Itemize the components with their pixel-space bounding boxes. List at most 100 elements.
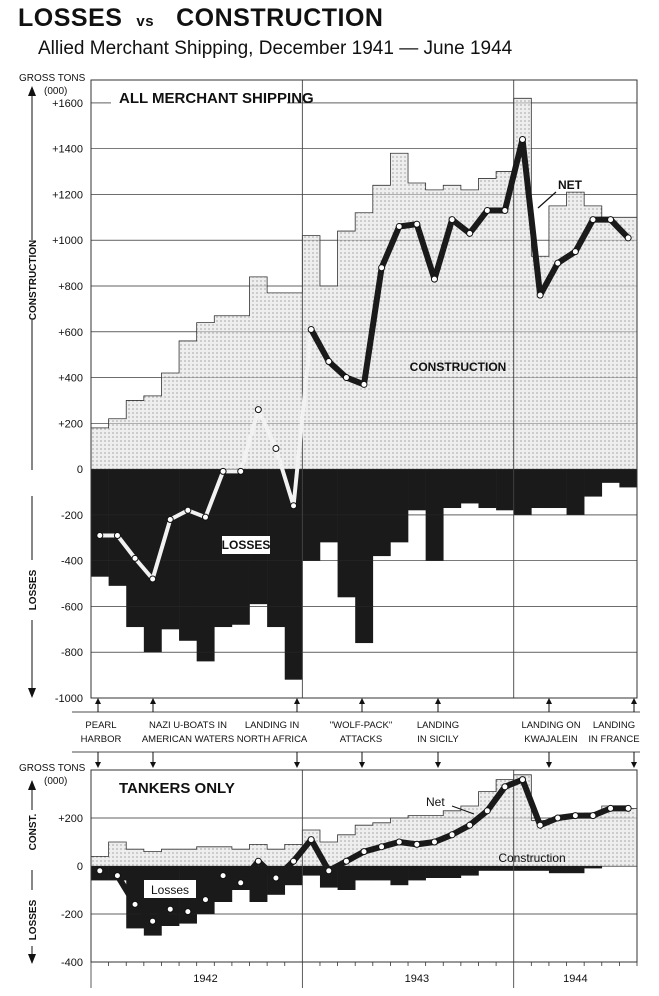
net-point bbox=[184, 908, 192, 916]
net-point bbox=[430, 275, 438, 283]
losses-bar bbox=[513, 469, 532, 515]
losses-bar bbox=[355, 469, 374, 644]
net-point bbox=[589, 216, 597, 224]
construction-bar bbox=[584, 813, 603, 866]
y-tick-label: -600 bbox=[61, 601, 83, 613]
net-point bbox=[254, 406, 262, 414]
net-point bbox=[149, 575, 157, 583]
losses-bar bbox=[108, 469, 127, 586]
net-point bbox=[113, 531, 121, 539]
losses-bar bbox=[548, 469, 567, 509]
up-arrow-icon bbox=[28, 86, 36, 96]
event-label: "WOLF-PACK" bbox=[330, 720, 393, 731]
construction-bar bbox=[196, 846, 215, 866]
construction-bar bbox=[91, 856, 109, 866]
losses-bar bbox=[478, 866, 497, 871]
losses-bar bbox=[531, 469, 550, 509]
losses-bar bbox=[91, 469, 109, 577]
losses-bar bbox=[584, 469, 603, 497]
net-point bbox=[290, 857, 298, 865]
losses-bar bbox=[478, 469, 497, 509]
y-tick-label: +200 bbox=[58, 813, 83, 825]
tanker-net-label: Net bbox=[426, 795, 445, 809]
construction-bar bbox=[566, 192, 585, 470]
losses-bar bbox=[531, 866, 550, 871]
panel-title-bg bbox=[111, 86, 287, 108]
net-point bbox=[519, 136, 527, 144]
construction-bar bbox=[143, 395, 162, 470]
y-tick-label: +1400 bbox=[52, 144, 83, 156]
tanker-losses-label: Losses bbox=[151, 883, 189, 897]
construction-bar bbox=[584, 205, 603, 470]
net-point bbox=[360, 380, 368, 388]
net-point bbox=[483, 206, 491, 214]
losses-bar bbox=[355, 866, 374, 881]
construction-bar bbox=[408, 815, 426, 866]
net-point bbox=[430, 838, 438, 846]
net-point bbox=[96, 531, 104, 539]
construction-bar bbox=[460, 806, 479, 866]
unit-label: GROSS TONS bbox=[19, 73, 86, 84]
y-tick-label: -1000 bbox=[55, 693, 83, 705]
y-tick-label: -200 bbox=[61, 510, 83, 522]
chart-title: LOSSES vs CONSTRUCTION bbox=[18, 4, 384, 33]
net-point bbox=[149, 917, 157, 925]
construction-bar bbox=[231, 315, 250, 470]
losses-bar bbox=[460, 866, 479, 876]
event-arrow-up-icon bbox=[546, 698, 552, 704]
losses-bar bbox=[179, 469, 197, 641]
construction-bar bbox=[531, 256, 550, 470]
y-tick-label: 0 bbox=[77, 464, 83, 476]
net-point bbox=[554, 259, 562, 267]
event-label: LANDING IN bbox=[245, 720, 300, 731]
tanker-construction-label: Construction bbox=[498, 851, 565, 865]
net-point bbox=[342, 857, 350, 865]
y-tick-label: +1200 bbox=[52, 189, 83, 201]
event-label: IN SICILY bbox=[417, 734, 459, 745]
construction-outline bbox=[90, 97, 638, 470]
construction-bar bbox=[460, 189, 479, 470]
construction-bar bbox=[284, 844, 303, 866]
net-label: NET bbox=[558, 178, 583, 192]
unit-sub-label: (000) bbox=[44, 776, 67, 787]
net-point bbox=[166, 905, 174, 913]
net-point bbox=[448, 831, 456, 839]
down-arrow-icon bbox=[28, 954, 36, 964]
panel-title-bg bbox=[111, 776, 223, 798]
event-label: NORTH AFRICA bbox=[237, 734, 308, 745]
construction-bar bbox=[284, 292, 303, 470]
net-point bbox=[96, 867, 104, 875]
net-point bbox=[413, 220, 421, 228]
construction-bar bbox=[143, 851, 162, 866]
net-point bbox=[307, 836, 315, 844]
event-arrow-up-icon bbox=[150, 698, 156, 704]
losses-bar bbox=[601, 469, 620, 483]
event-label: AMERICAN WATERS bbox=[142, 734, 234, 745]
chart-subtitle: Allied Merchant Shipping, December 1941 … bbox=[38, 38, 513, 59]
y-tick-label: +1600 bbox=[52, 98, 83, 110]
net-point bbox=[571, 248, 579, 256]
construction-bar bbox=[267, 292, 286, 470]
year-label: 1943 bbox=[405, 973, 429, 985]
event-label: HARBOR bbox=[81, 734, 122, 745]
construction-bar bbox=[249, 844, 268, 866]
losses-bar bbox=[284, 866, 303, 886]
net-point bbox=[571, 812, 579, 820]
net-point bbox=[483, 807, 491, 815]
losses-bar bbox=[566, 469, 585, 515]
event-arrow-up-icon bbox=[631, 698, 637, 704]
net-point bbox=[378, 264, 386, 272]
net-point bbox=[589, 812, 597, 820]
event-arrow-up-icon bbox=[359, 698, 365, 704]
unit-label: GROSS TONS bbox=[19, 763, 86, 774]
losses-bar bbox=[548, 866, 567, 874]
losses-bar bbox=[372, 469, 391, 557]
event-label: NAZI U-BOATS IN bbox=[149, 720, 227, 731]
construction-bar bbox=[619, 217, 638, 470]
y-tick-label: -800 bbox=[61, 647, 83, 659]
losses-bar bbox=[249, 866, 268, 902]
net-point bbox=[378, 843, 386, 851]
construction-bar bbox=[337, 231, 356, 470]
tanker-losses-label-bg bbox=[144, 880, 196, 898]
